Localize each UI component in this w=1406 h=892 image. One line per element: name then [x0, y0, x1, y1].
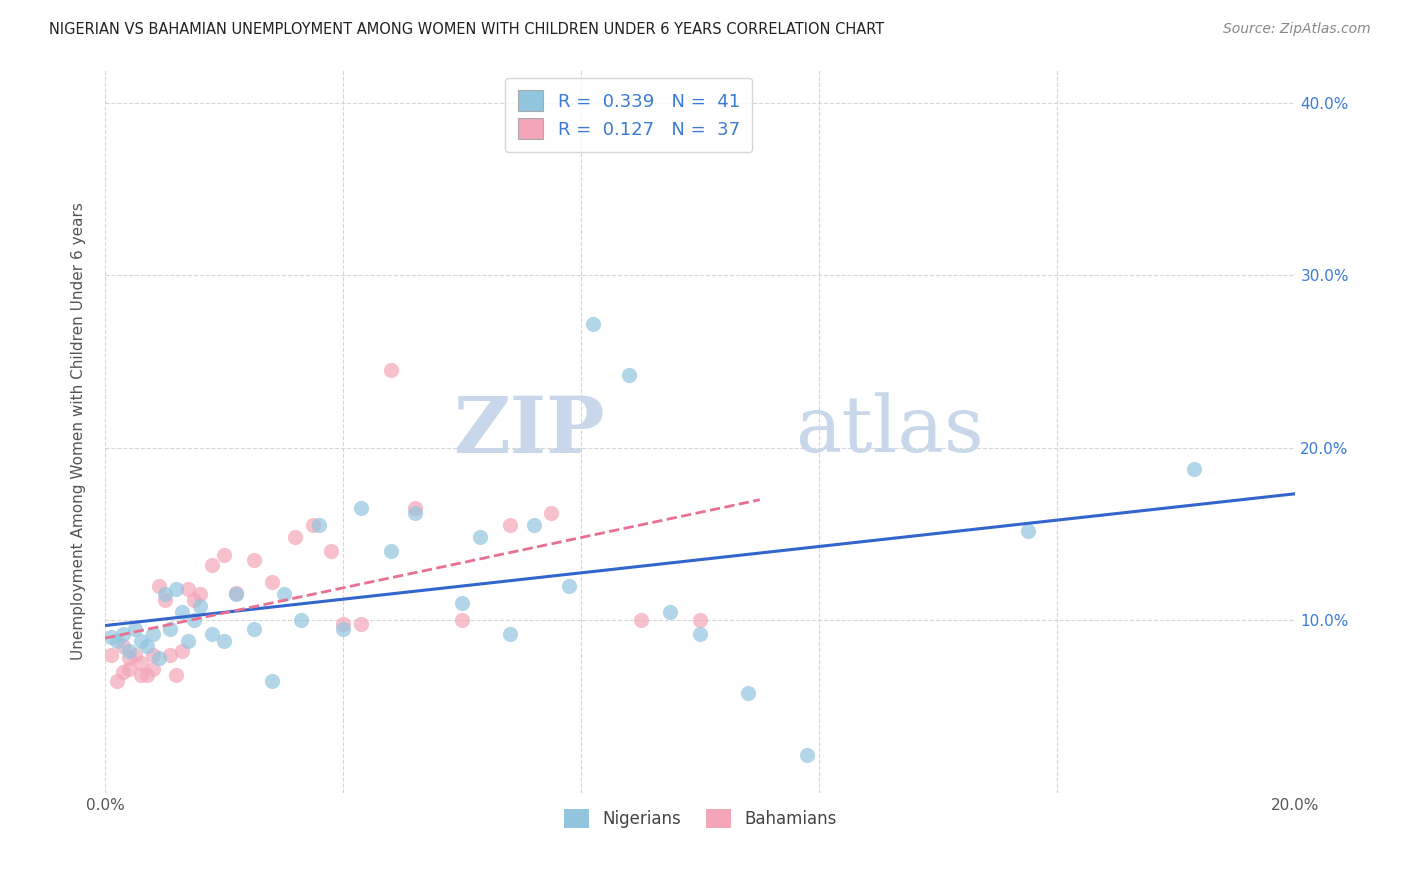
Point	[659, 605, 682, 619]
Point	[201, 558, 224, 572]
Point	[105, 673, 128, 688]
Point	[212, 548, 235, 562]
Point	[100, 648, 122, 662]
Point	[100, 631, 122, 645]
Point	[290, 613, 312, 627]
Point	[188, 599, 211, 614]
Text: NIGERIAN VS BAHAMIAN UNEMPLOYMENT AMONG WOMEN WITH CHILDREN UNDER 6 YEARS CORREL: NIGERIAN VS BAHAMIAN UNEMPLOYMENT AMONG …	[49, 22, 884, 37]
Point	[165, 582, 187, 597]
Point	[558, 579, 581, 593]
Legend: Nigerians, Bahamians: Nigerians, Bahamians	[557, 803, 844, 835]
Point	[172, 644, 194, 658]
Point	[159, 622, 181, 636]
Point	[177, 634, 200, 648]
Point	[142, 648, 165, 662]
Point	[380, 544, 402, 558]
Point	[135, 668, 157, 682]
Text: ZIP: ZIP	[453, 392, 605, 468]
Point	[737, 686, 759, 700]
Text: Source: ZipAtlas.com: Source: ZipAtlas.com	[1223, 22, 1371, 37]
Point	[332, 616, 354, 631]
Point	[129, 668, 152, 682]
Point	[135, 639, 157, 653]
Point	[468, 531, 491, 545]
Point	[124, 648, 146, 662]
Point	[111, 665, 134, 679]
Point	[689, 613, 711, 627]
Point	[350, 501, 373, 516]
Y-axis label: Unemployment Among Women with Children Under 6 years: Unemployment Among Women with Children U…	[72, 202, 86, 659]
Point	[321, 544, 343, 558]
Point	[142, 661, 165, 675]
Point	[225, 587, 247, 601]
Point	[212, 634, 235, 648]
Point	[129, 634, 152, 648]
Point	[124, 622, 146, 636]
Point	[499, 627, 522, 641]
Point	[129, 657, 152, 671]
Point	[243, 553, 266, 567]
Point	[404, 506, 426, 520]
Point	[451, 596, 474, 610]
Point	[188, 587, 211, 601]
Point	[308, 518, 330, 533]
Point	[689, 627, 711, 641]
Point	[142, 627, 165, 641]
Point	[380, 363, 402, 377]
Point	[273, 587, 295, 601]
Point	[183, 592, 205, 607]
Point	[451, 613, 474, 627]
Point	[225, 585, 247, 599]
Point	[159, 648, 181, 662]
Point	[111, 639, 134, 653]
Point	[1182, 461, 1205, 475]
Point	[582, 317, 605, 331]
Point	[118, 644, 141, 658]
Point	[332, 622, 354, 636]
Point	[284, 531, 307, 545]
Point	[111, 627, 134, 641]
Point	[148, 579, 170, 593]
Point	[172, 605, 194, 619]
Point	[148, 651, 170, 665]
Point	[165, 668, 187, 682]
Point	[177, 582, 200, 597]
Point	[796, 747, 818, 762]
Point	[540, 506, 562, 520]
Point	[260, 575, 283, 590]
Point	[522, 518, 544, 533]
Point	[350, 616, 373, 631]
Point	[630, 613, 652, 627]
Text: atlas: atlas	[796, 392, 984, 468]
Point	[617, 368, 640, 383]
Point	[153, 587, 176, 601]
Point	[201, 627, 224, 641]
Point	[499, 518, 522, 533]
Point	[153, 592, 176, 607]
Point	[118, 651, 141, 665]
Point	[105, 634, 128, 648]
Point	[1017, 524, 1039, 538]
Point	[302, 518, 325, 533]
Point	[118, 661, 141, 675]
Point	[404, 501, 426, 516]
Point	[183, 613, 205, 627]
Point	[243, 622, 266, 636]
Point	[260, 673, 283, 688]
